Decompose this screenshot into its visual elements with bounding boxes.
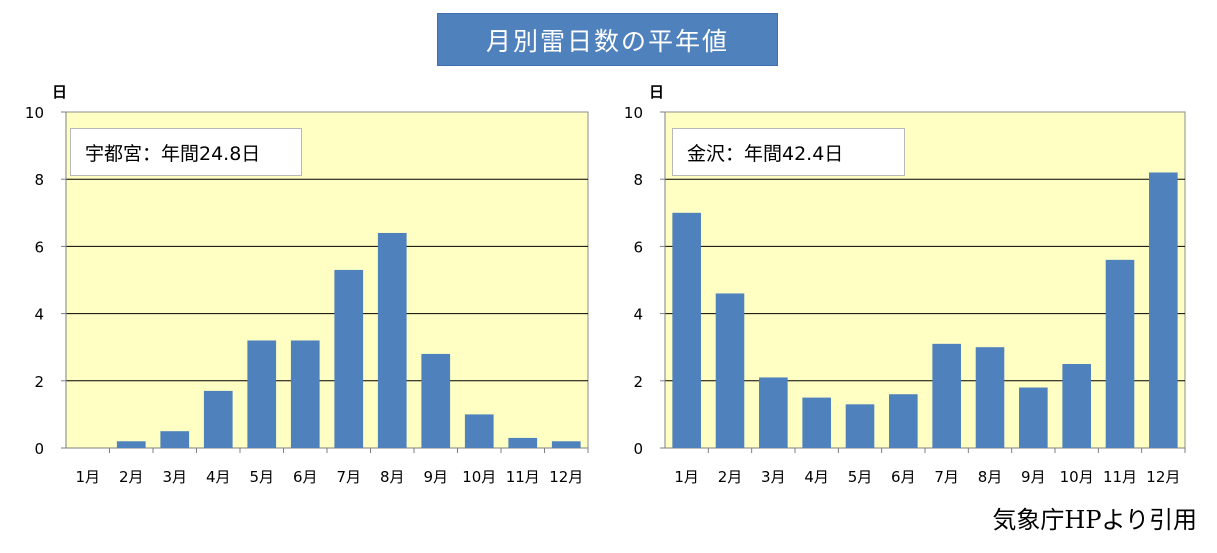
y-tick-label: 4 <box>34 306 44 324</box>
source-credit: 気象庁HPより引用 <box>992 506 1197 534</box>
x-tick-label: 3月 <box>162 468 187 486</box>
y-tick-label: 6 <box>633 238 643 256</box>
bar-chart-kanazawa: 0 2 4 6 8 10 日 1月 2月 3月 4月 5月 6月 7月 8月 9月 10月 11月 12月 <box>624 83 1186 486</box>
chart-annotation-utsunomiya: 宇都宮：年間24.8日 <box>70 128 302 176</box>
x-tick-label: 2月 <box>718 468 743 486</box>
y-tick-label: 4 <box>633 306 643 324</box>
y-tick-label: 2 <box>633 373 643 391</box>
bar-3 <box>759 377 788 448</box>
x-tick-label: 11月 <box>1103 468 1137 486</box>
bar-chart-utsunomiya: 0 2 4 6 8 10 日 1月 2月 3月 4月 5月 6月 7月 8月 9月 10月 11月 12月 <box>25 83 589 486</box>
bar-10 <box>1062 364 1091 448</box>
page-title: 月別雷日数の平年値 <box>437 13 778 66</box>
x-tick-label: 10月 <box>462 468 496 486</box>
bar-3 <box>160 431 190 448</box>
bar-6 <box>889 394 918 448</box>
y-tick-label: 8 <box>633 171 643 189</box>
bar-5 <box>247 340 277 448</box>
x-tick-label: 12月 <box>1146 468 1180 486</box>
x-tick-label: 11月 <box>506 468 540 486</box>
x-tick-label: 3月 <box>761 468 786 486</box>
x-tick-label: 6月 <box>891 468 916 486</box>
y-tick-label: 10 <box>624 104 643 122</box>
y-tick-label: 10 <box>25 104 44 122</box>
x-tick-label: 9月 <box>1021 468 1046 486</box>
bar-6 <box>290 340 320 448</box>
bar-12 <box>1149 172 1178 449</box>
bar-9 <box>421 353 451 448</box>
x-tick-label: 12月 <box>549 468 583 486</box>
x-tick-label: 9月 <box>423 468 448 486</box>
bar-2 <box>715 293 745 448</box>
y-unit-label: 日 <box>649 83 664 101</box>
x-tick-label: 6月 <box>293 468 318 486</box>
bar-8 <box>377 232 407 448</box>
bar-4 <box>203 390 233 448</box>
bar-11 <box>1105 259 1135 448</box>
x-tick-label: 1月 <box>75 468 100 486</box>
y-unit-label: 日 <box>52 83 67 101</box>
x-tick-label: 1月 <box>674 468 699 486</box>
bar-2 <box>116 441 146 448</box>
plot-area <box>65 111 589 449</box>
x-tick-label: 4月 <box>804 468 829 486</box>
y-tick-label: 0 <box>633 440 643 458</box>
bar-8 <box>975 347 1005 448</box>
x-tick-label: 7月 <box>336 468 361 486</box>
bar-12 <box>551 441 581 448</box>
x-tick-label: 8月 <box>978 468 1003 486</box>
y-tick-label: 6 <box>34 238 44 256</box>
bar-4 <box>802 397 831 448</box>
x-tick-label: 7月 <box>934 468 959 486</box>
x-tick-label: 5月 <box>249 468 274 486</box>
y-tick-label: 8 <box>34 171 44 189</box>
y-tick-label: 2 <box>34 373 44 391</box>
bar-1 <box>672 212 701 448</box>
bar-7 <box>932 343 961 448</box>
chart-kanazawa: 0 2 4 6 8 10 日 1月 2月 3月 4月 5月 6月 7月 8月 9月 10月 11月 12月 金沢：年… <box>597 0 1217 500</box>
chart-utsunomiya: 0 2 4 6 8 10 日 1月 2月 3月 4月 5月 6月 7月 8月 9月 10月 11月 12月 宇都宮：… <box>0 0 620 500</box>
y-tick-label: 0 <box>34 440 44 458</box>
x-tick-label: 5月 <box>848 468 873 486</box>
bar-9 <box>1019 387 1048 448</box>
chart-annotation-kanazawa: 金沢：年間42.4日 <box>672 128 905 176</box>
x-tick-label: 2月 <box>119 468 144 486</box>
x-tick-label: 8月 <box>380 468 405 486</box>
bar-11 <box>508 437 538 448</box>
bar-10 <box>464 414 494 448</box>
bar-7 <box>334 269 364 448</box>
x-tick-label: 4月 <box>206 468 231 486</box>
x-tick-label: 10月 <box>1060 468 1094 486</box>
bar-5 <box>845 404 875 448</box>
